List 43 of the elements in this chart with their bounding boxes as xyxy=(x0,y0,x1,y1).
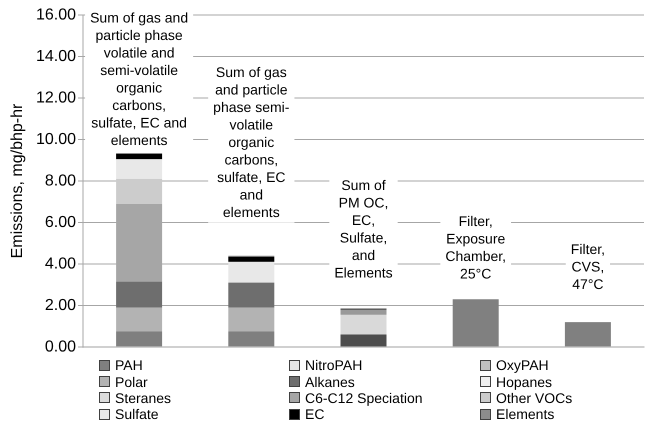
bar xyxy=(116,178,162,204)
bar xyxy=(228,308,274,332)
legend-label: C6-C12 Speciation xyxy=(305,390,423,406)
bar xyxy=(116,159,162,179)
legend-label: Alkanes xyxy=(305,374,355,390)
y-tick-label: 10.00 xyxy=(36,130,76,148)
legend-label: Sulfate xyxy=(115,406,159,422)
legend-label: Polar xyxy=(115,374,148,390)
bar xyxy=(228,282,274,308)
y-tick-label: 0.00 xyxy=(44,338,76,356)
bar xyxy=(340,310,386,315)
y-tick-label: 14.00 xyxy=(36,48,76,65)
legend-label: NitroPAH xyxy=(305,357,362,374)
legend-label: Elements xyxy=(496,406,554,422)
bar xyxy=(340,334,386,346)
legend-label: Hopanes xyxy=(496,374,552,390)
bar xyxy=(228,256,274,262)
bar xyxy=(340,314,386,335)
x-tick-label: Sum of gas and particle phase volatile and semi-volatile organic carbons, sulfate, EC and elements xyxy=(90,10,188,148)
x-tick-label: Filter, CVS, 47°C xyxy=(570,241,606,292)
x-tick-label: Sum of PM OC, EC, Sulfate, and Elements xyxy=(334,177,393,281)
bar xyxy=(228,331,274,346)
y-axis-title: Emissions, mg/bhp-hr xyxy=(9,102,26,258)
bar xyxy=(116,331,162,346)
bar xyxy=(116,308,162,332)
legend-label: Other VOCs xyxy=(496,390,572,406)
bar xyxy=(452,299,499,346)
legend-label: EC xyxy=(305,406,324,422)
y-tick-label: 12.00 xyxy=(36,89,76,106)
bar xyxy=(116,154,162,160)
legend-label: OxyPAH xyxy=(496,357,549,374)
bar xyxy=(228,262,274,283)
bar xyxy=(564,322,611,346)
category-label: Sum of gas and particle phase semi-volatile organic carbons, sulfate, EC and elements xyxy=(213,64,290,220)
y-tick-label: 8.00 xyxy=(44,172,76,190)
y-tick-label: 2.00 xyxy=(44,296,76,314)
y-tick-label: 6.00 xyxy=(44,214,76,231)
legend-label: Steranes xyxy=(115,390,172,406)
x-tick-label: Filter, Exposure Chamber, 25°C xyxy=(445,212,506,282)
bar xyxy=(116,282,162,308)
y-tick-label: 4.00 xyxy=(44,255,76,272)
legend-label: PAH xyxy=(115,357,143,374)
y-tick-label: 16.00 xyxy=(36,6,76,24)
